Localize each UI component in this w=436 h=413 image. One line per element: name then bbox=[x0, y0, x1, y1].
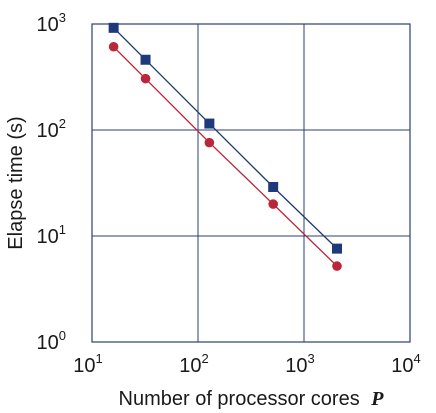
x-tick-label: 104 bbox=[391, 351, 420, 377]
x-tick-exponent: 4 bbox=[414, 351, 421, 366]
y-tick-exponent: 1 bbox=[59, 222, 66, 237]
x-tick-base: 10 bbox=[285, 355, 307, 377]
x-tick-label: 101 bbox=[73, 351, 102, 377]
y-tick-label: 100 bbox=[37, 328, 66, 354]
plot-frame bbox=[91, 23, 411, 343]
y-tick-label: 102 bbox=[37, 116, 66, 142]
x-tick-base: 10 bbox=[391, 355, 413, 377]
y-tick-exponent: 2 bbox=[59, 116, 66, 131]
data-point-circle bbox=[108, 41, 119, 52]
data-point-square bbox=[204, 118, 215, 129]
data-series bbox=[108, 22, 343, 271]
x-axis-title: Number of processor cores P bbox=[119, 388, 385, 410]
series-circle bbox=[108, 41, 342, 271]
data-point-square bbox=[268, 181, 279, 192]
data-point-square bbox=[108, 22, 119, 33]
series-square bbox=[108, 22, 343, 254]
data-point-square bbox=[332, 243, 343, 254]
y-tick-label: 103 bbox=[37, 10, 66, 36]
y-tick-base: 10 bbox=[37, 226, 59, 248]
data-point-circle bbox=[140, 73, 151, 84]
y-tick-base: 10 bbox=[37, 332, 59, 354]
data-point-circle bbox=[204, 137, 215, 148]
x-tick-exponent: 3 bbox=[308, 351, 315, 366]
x-tick-label: 103 bbox=[285, 351, 314, 377]
x-axis-title-text: Number of processor cores bbox=[119, 388, 360, 410]
data-point-circle bbox=[332, 261, 342, 271]
y-tick-exponent: 0 bbox=[59, 328, 66, 343]
y-axis-title: Elapse time (s) bbox=[5, 116, 27, 249]
grid-lines bbox=[92, 24, 410, 342]
y-tick-base: 10 bbox=[37, 14, 59, 36]
y-tick-base: 10 bbox=[37, 120, 59, 142]
data-point-circle bbox=[268, 199, 278, 209]
x-tick-label: 102 bbox=[179, 351, 208, 377]
x-tick-base: 10 bbox=[179, 355, 201, 377]
x-axis-title-variable: P bbox=[370, 388, 384, 410]
x-tick-base: 10 bbox=[73, 355, 95, 377]
data-point-square bbox=[140, 54, 151, 65]
x-tick-exponent: 1 bbox=[96, 351, 103, 366]
x-tick-exponent: 2 bbox=[202, 351, 209, 366]
y-tick-exponent: 3 bbox=[59, 10, 66, 25]
x-tick-labels: 101 102 103 104 bbox=[73, 351, 420, 377]
y-tick-label: 101 bbox=[37, 222, 66, 248]
